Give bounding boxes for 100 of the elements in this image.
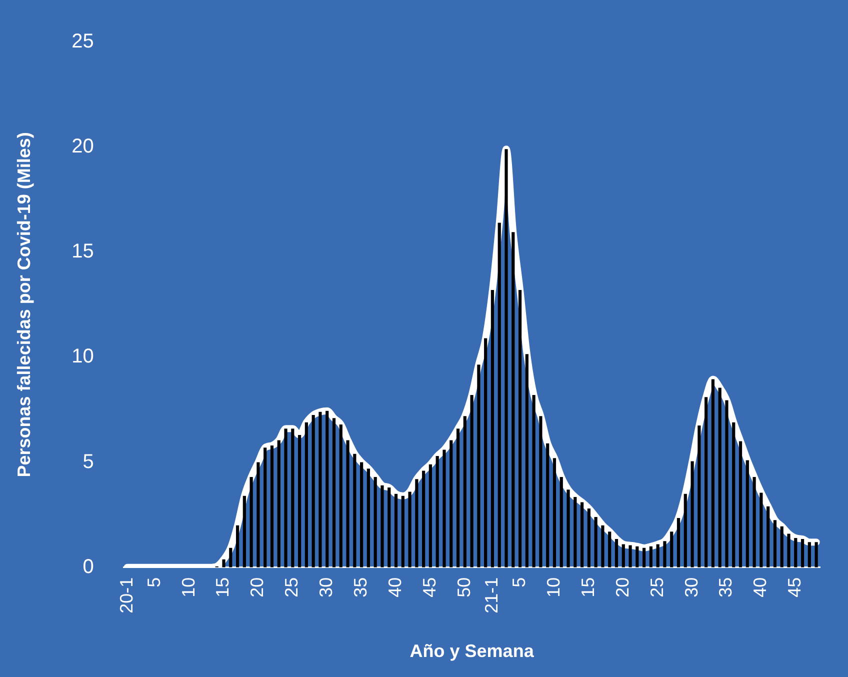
bar: [229, 548, 232, 568]
bar: [601, 525, 604, 568]
bar: [366, 468, 370, 568]
bar: [353, 454, 356, 568]
bar: [222, 559, 226, 568]
bar: [408, 492, 412, 568]
bar: [250, 477, 253, 568]
bar: [636, 546, 639, 568]
bar: [642, 548, 646, 568]
bar: [360, 462, 364, 568]
bar: [339, 424, 342, 568]
x-tick-label: 5: [509, 577, 529, 588]
bar: [773, 520, 777, 568]
bar: [484, 338, 488, 568]
y-tick-label: 25: [72, 30, 94, 53]
bar: [594, 516, 598, 568]
bar: [463, 416, 466, 568]
bar: [732, 422, 736, 568]
x-tick-label: 20: [247, 577, 268, 598]
bar: [532, 395, 536, 568]
bar: [690, 461, 694, 568]
y-tick-label: 0: [82, 556, 94, 578]
bar: [518, 290, 522, 568]
x-tick-label: 30: [681, 577, 702, 598]
x-tick-label: 40: [750, 577, 770, 598]
bar: [552, 458, 556, 568]
bar: [566, 490, 570, 568]
bar: [574, 496, 577, 568]
x-tick-label: 10: [178, 577, 198, 598]
x-tick-label: 10: [543, 577, 564, 598]
x-tick-label: 25: [282, 577, 302, 598]
bar: [270, 445, 274, 568]
bar: [766, 506, 770, 568]
bar: [312, 415, 315, 568]
bar: [490, 290, 494, 568]
bar: [256, 462, 260, 568]
x-tick-label: 40: [384, 577, 405, 598]
bar: [684, 494, 687, 568]
bar: [670, 532, 674, 568]
bar: [374, 477, 377, 568]
bar: [587, 508, 590, 568]
bar: [760, 492, 763, 568]
bar: [525, 354, 528, 568]
bar: [380, 485, 384, 568]
bar: [242, 496, 246, 568]
bar: [656, 544, 660, 568]
bar: [277, 440, 280, 568]
bar: [428, 464, 432, 568]
bar: [332, 418, 336, 568]
bar: [415, 479, 418, 568]
bar: [608, 532, 612, 568]
bar: [304, 422, 308, 568]
bar: [787, 534, 790, 568]
bar: [780, 526, 784, 568]
bar: [442, 450, 446, 568]
bar: [794, 538, 798, 568]
bar: [298, 434, 302, 568]
bar: [291, 428, 294, 568]
x-tick-label: 21-1: [481, 577, 502, 614]
bar: [814, 542, 818, 568]
bar: [711, 379, 715, 568]
bar: [614, 539, 618, 568]
bar: [752, 477, 756, 568]
x-tick-label: 15: [578, 577, 598, 598]
bar: [698, 426, 701, 568]
bar: [498, 222, 501, 568]
y-tick-label: 5: [82, 450, 94, 473]
x-axis-title: Año y Semana: [410, 641, 535, 662]
bar: [649, 546, 652, 568]
bar: [628, 545, 632, 568]
x-tick-label: 25: [646, 577, 667, 598]
bar: [746, 460, 749, 568]
bar: [704, 397, 708, 568]
bar: [388, 488, 391, 568]
bar: [326, 410, 329, 568]
bar: [450, 440, 453, 568]
x-tick-label: 45: [419, 577, 440, 598]
bar: [725, 400, 728, 568]
bar: [470, 395, 474, 568]
x-tick-label: 20-1: [116, 577, 136, 614]
bar: [422, 470, 426, 568]
y-tick-label: 10: [72, 346, 94, 368]
bar: [436, 456, 439, 568]
x-tick-label: 35: [350, 577, 371, 598]
x-tick-label: 50: [454, 577, 474, 598]
bar: [346, 440, 350, 568]
bar: [800, 539, 804, 568]
x-tick-label: 30: [316, 577, 336, 598]
bar: [236, 525, 240, 568]
bar: [318, 412, 322, 568]
y-tick-label: 15: [72, 240, 94, 263]
bar: [539, 416, 542, 568]
bar: [546, 443, 550, 568]
y-tick-label: 20: [72, 136, 94, 158]
y-axis-title: Personas fallecidas por Covid-19 (Miles): [14, 132, 34, 478]
bar: [676, 518, 680, 568]
bar: [738, 441, 742, 568]
bar: [718, 388, 722, 568]
bar: [394, 494, 398, 568]
x-tick-label: 45: [784, 577, 805, 598]
